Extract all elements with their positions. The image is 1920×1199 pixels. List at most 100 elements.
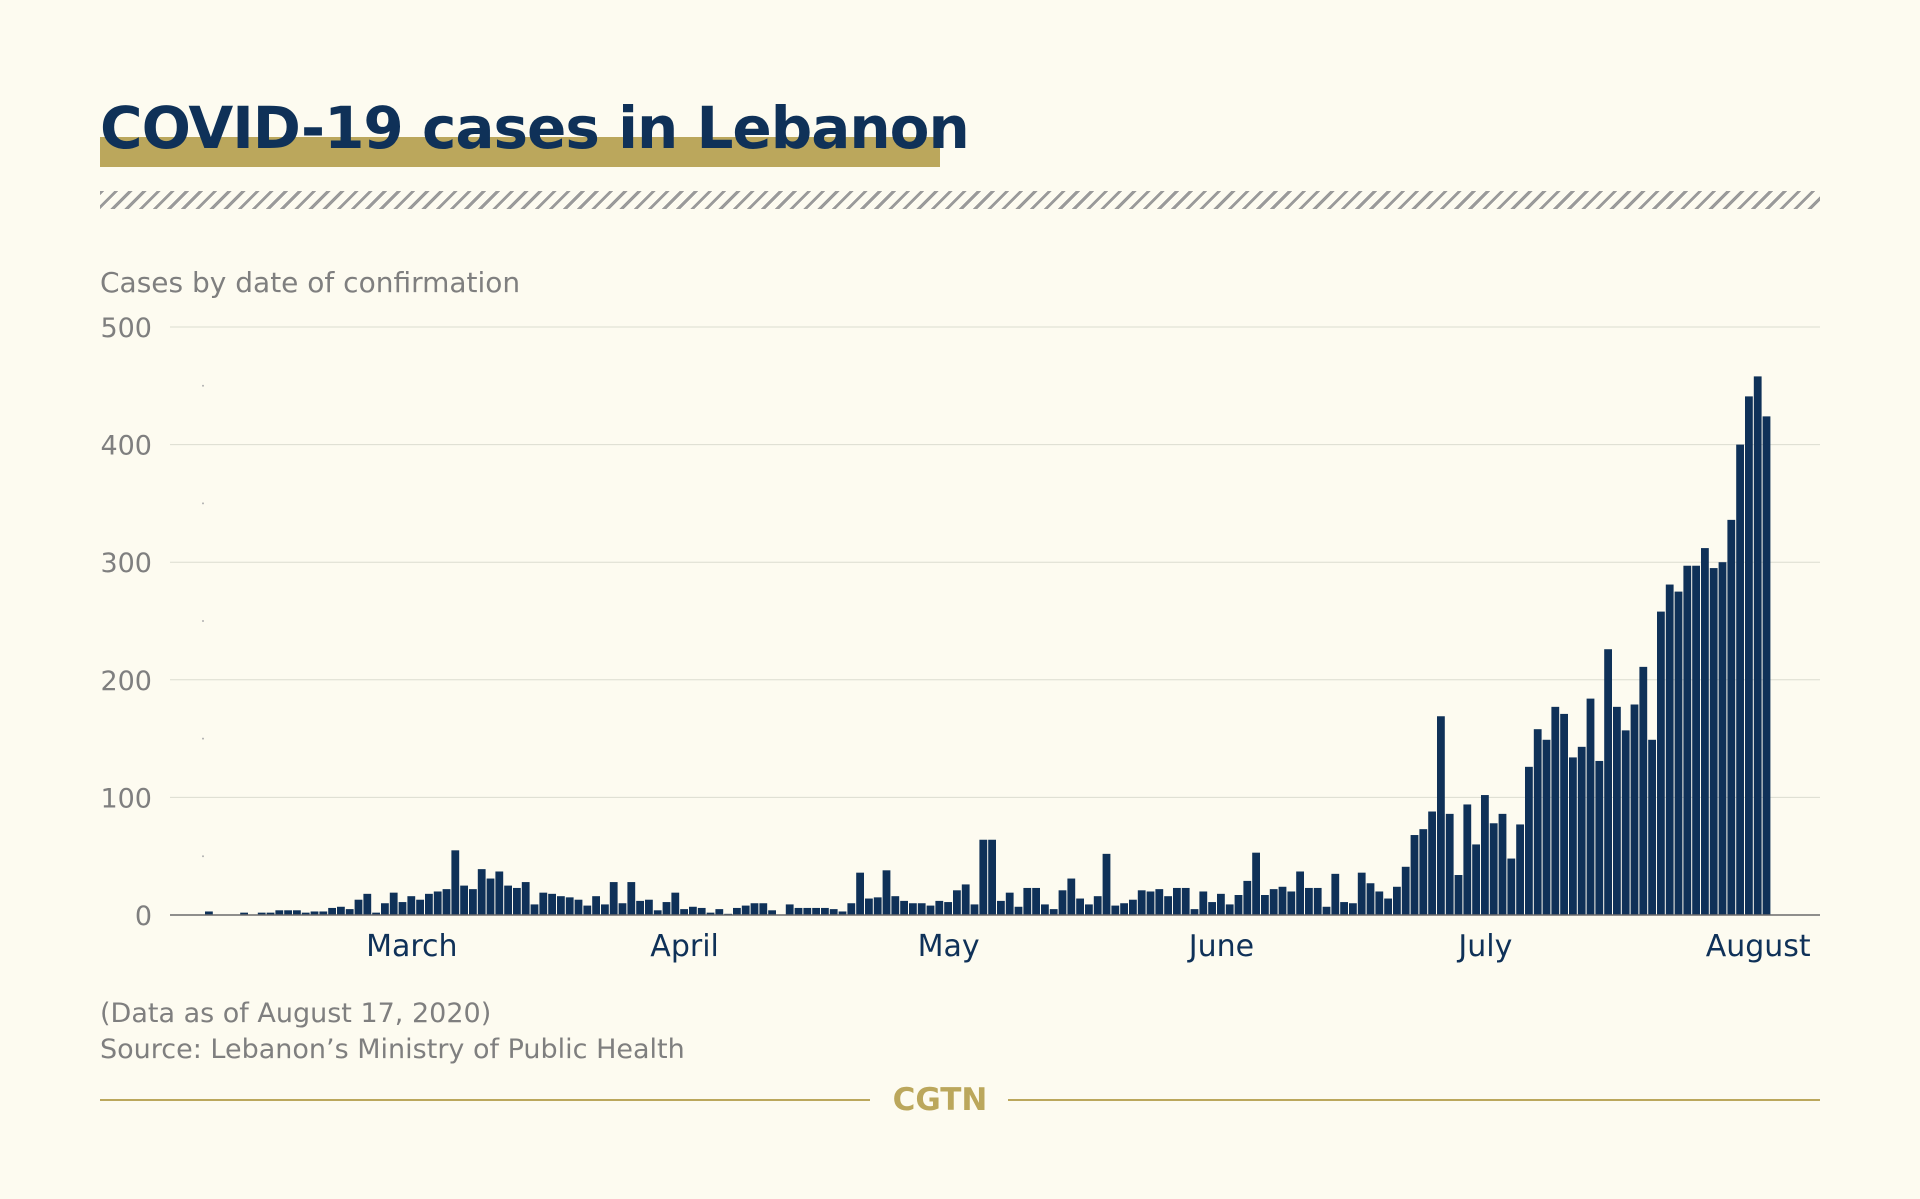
bar [909,903,917,915]
bar [847,903,856,915]
bar [275,910,284,915]
bar [1419,829,1428,915]
bar [389,892,398,915]
bar [1067,878,1076,915]
bar [521,882,530,915]
bar [293,910,301,915]
y-tick-label: 0 [135,901,152,932]
bar [645,899,653,915]
y-tick-label: 100 [100,783,152,814]
bar [1155,889,1164,915]
bar [961,884,970,915]
bar [838,911,847,915]
bar [1516,824,1524,915]
bar [662,902,671,915]
bar [1393,886,1401,915]
bar [1665,584,1674,915]
bar [1498,813,1507,915]
bar [266,912,275,915]
bar [1463,804,1472,915]
bar [1674,591,1683,915]
bar [671,892,680,915]
y-tick-label: 400 [100,431,152,462]
x-tick-label: July [1456,929,1512,964]
bar [1322,906,1331,915]
x-tick-label: May [918,929,980,964]
bar [1146,891,1155,915]
bar [495,871,504,915]
bar [1005,892,1014,915]
title-highlight-bar [100,137,940,167]
x-tick-label: March [366,929,457,964]
bar [1525,766,1533,915]
chart-title: COVID-19 cases in Lebanon [100,94,970,162]
bar [592,896,600,915]
bar [636,900,644,915]
bar [979,839,988,915]
bar [425,893,433,915]
bar [1701,548,1709,915]
x-tick-label: August [1706,929,1811,964]
bar [1190,909,1199,915]
bar [1692,565,1700,915]
bar [486,878,495,915]
bar [1481,795,1489,915]
bar [1278,886,1287,915]
bar [1181,887,1190,915]
bar [689,906,697,915]
bar [997,900,1005,915]
bar [1577,746,1586,915]
bar [1428,811,1436,915]
bar [1727,519,1736,915]
bar [1569,757,1577,915]
bar [1217,893,1225,915]
bar [1472,844,1480,915]
bar [354,899,363,915]
bar [477,869,486,915]
bar [1199,891,1208,915]
bar [1709,568,1718,915]
bar [900,900,908,915]
bar [1551,706,1560,915]
bar [301,912,310,915]
bar [926,905,935,915]
y-minor-tick [202,502,204,505]
bar [1384,898,1392,915]
bar [557,896,565,915]
bar [1366,883,1375,915]
bar [1305,887,1313,915]
bar [873,897,882,915]
bar [1313,887,1322,915]
bar [715,909,724,915]
bar [310,911,319,915]
bar [205,911,213,915]
bar [337,906,345,915]
bar [609,882,618,915]
bar [865,898,873,915]
bar [917,903,926,915]
bar [1648,739,1656,915]
bar [812,907,820,915]
bar [794,907,803,915]
bar [750,903,759,915]
bar [460,885,468,915]
bar [583,905,592,915]
bar [618,903,627,915]
bar [1745,396,1753,915]
y-minor-tick [202,620,204,622]
bar [416,899,424,915]
cgtn-logo: CGTN [892,1082,988,1118]
bar [1058,890,1067,915]
y-minor-tick [202,737,204,740]
bar [1261,895,1269,915]
bar [1234,895,1243,915]
bar [1560,713,1568,915]
x-tick-label: April [650,929,719,964]
y-tick-label: 300 [100,548,152,579]
bar [653,910,662,915]
bar [240,912,248,915]
bar [1032,887,1040,915]
bar [680,909,688,915]
bar [1401,866,1410,915]
bar [548,893,556,915]
